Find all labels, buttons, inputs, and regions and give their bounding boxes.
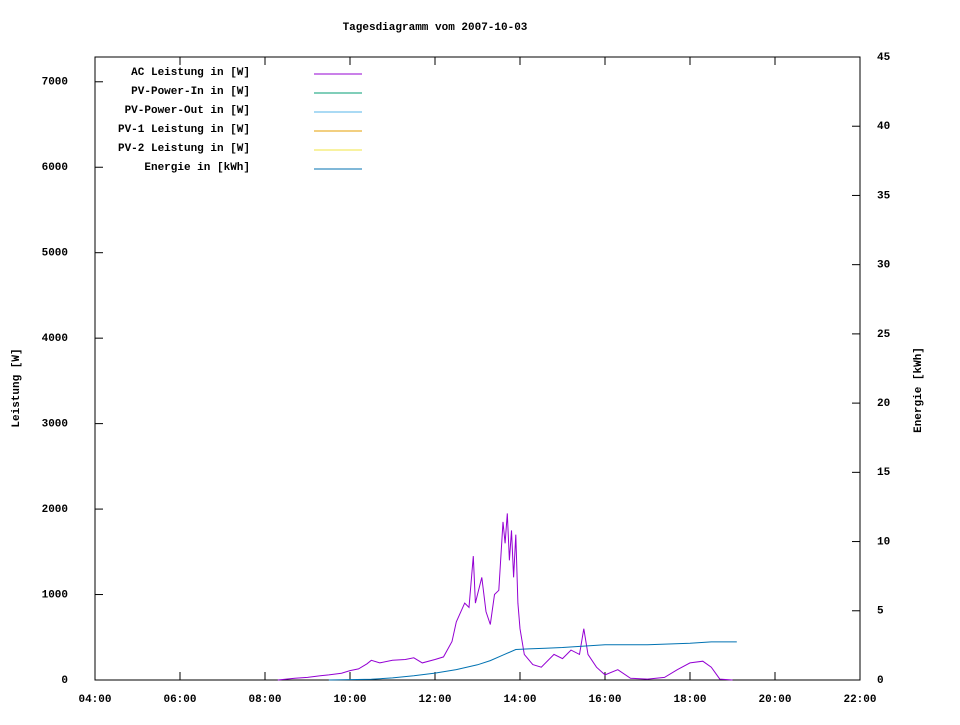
y2-tick-label: 20 — [877, 398, 890, 410]
data-line — [277, 513, 733, 681]
y2-tick-label: 45 — [877, 52, 891, 64]
x-tick-label: 08:00 — [248, 694, 281, 706]
y-tick-label: 2000 — [42, 504, 68, 516]
y-tick-label: 0 — [61, 675, 68, 687]
legend-label: Energie in [kWh] — [144, 162, 250, 174]
chart-title: Tagesdiagramm vom 2007-10-03 — [343, 22, 528, 34]
y-tick-label: 4000 — [42, 333, 68, 345]
x-tick-label: 10:00 — [333, 694, 366, 706]
x-tick-label: 04:00 — [78, 694, 111, 706]
x-tick-label: 14:00 — [503, 694, 536, 706]
y-tick-label: 7000 — [42, 77, 68, 89]
legend-label: PV-Power-In in [W] — [131, 86, 250, 98]
y2-tick-label: 30 — [877, 260, 890, 272]
x-tick-label: 22:00 — [843, 694, 876, 706]
y-tick-label: 6000 — [42, 162, 68, 174]
y2-tick-label: 0 — [877, 675, 884, 687]
y-tick-label: 1000 — [42, 589, 68, 601]
y2-axis-label: Energie [kWh] — [913, 347, 925, 433]
y-tick-label: 3000 — [42, 419, 68, 431]
legend-label: PV-2 Leistung in [W] — [118, 143, 250, 155]
x-tick-label: 12:00 — [418, 694, 451, 706]
y2-tick-label: 35 — [877, 190, 891, 202]
y2-tick-label: 15 — [877, 467, 891, 479]
plot-frame — [94, 56, 861, 681]
y-tick-label: 5000 — [42, 248, 68, 260]
y2-tick-label: 25 — [877, 329, 891, 341]
legend-label: PV-Power-Out in [W] — [125, 105, 250, 117]
data-line — [328, 641, 737, 681]
y2-tick-label: 10 — [877, 536, 890, 548]
x-tick-label: 06:00 — [163, 694, 196, 706]
x-tick-label: 18:00 — [673, 694, 706, 706]
x-tick-label: 20:00 — [758, 694, 791, 706]
legend-label: PV-1 Leistung in [W] — [118, 124, 250, 136]
legend-label: AC Leistung in [W] — [131, 67, 250, 79]
y2-tick-label: 5 — [877, 606, 884, 618]
x-tick-label: 16:00 — [588, 694, 621, 706]
y-axis-label: Leistung [W] — [11, 348, 23, 427]
y2-tick-label: 40 — [877, 121, 890, 133]
